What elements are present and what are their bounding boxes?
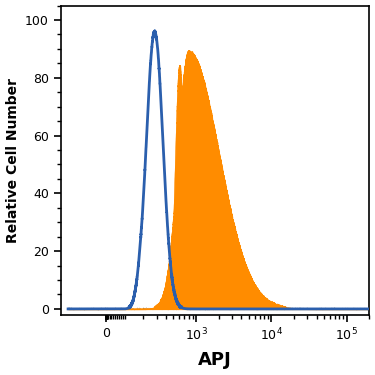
Y-axis label: Relative Cell Number: Relative Cell Number: [6, 78, 20, 243]
X-axis label: APJ: APJ: [198, 351, 232, 369]
